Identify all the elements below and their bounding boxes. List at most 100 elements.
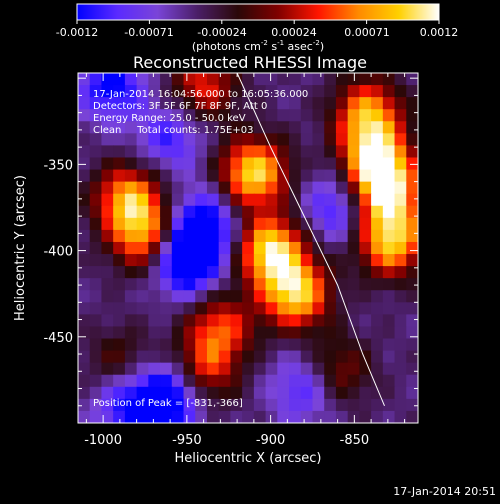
heatmap-cell: [230, 338, 243, 352]
heatmap-cell: [242, 205, 255, 219]
heatmap-cell: [171, 193, 185, 207]
heatmap-cell: [359, 326, 372, 340]
heatmap-cell: [101, 121, 114, 134]
heatmap-cell: [89, 278, 103, 291]
heatmap-cell: [136, 386, 149, 400]
heatmap-cell: [183, 85, 196, 98]
heatmap-cell: [382, 410, 396, 423]
heatmap-cell: [242, 73, 255, 86]
heatmap-cell: [136, 254, 149, 267]
heatmap-cell: [160, 254, 173, 267]
heatmap-cell: [359, 193, 372, 207]
heatmap-cell: [300, 145, 314, 159]
heatmap-cell: [253, 73, 267, 86]
heatmap-cell: [289, 374, 302, 388]
heatmap-cell: [406, 133, 418, 147]
heatmap-cell: [406, 278, 418, 291]
heatmap-cell: [277, 278, 290, 291]
heatmap-cell: [242, 109, 255, 122]
heatmap-cell: [347, 254, 360, 267]
heatmap-cell: [312, 169, 325, 183]
heatmap-cell: [324, 229, 337, 243]
heatmap-cell: [359, 73, 372, 86]
heatmap-cell: [148, 338, 161, 352]
heatmap-cell: [289, 266, 302, 279]
heatmap-cell: [242, 145, 255, 159]
heatmap-cell: [289, 193, 302, 207]
heatmap-cell: [242, 254, 255, 267]
heatmap-image: [78, 73, 418, 423]
heatmap-cell: [324, 217, 337, 231]
heatmap-cell: [230, 157, 243, 171]
heatmap-cell: [253, 85, 267, 98]
heatmap-cell: [359, 145, 372, 159]
heatmap-cell: [148, 109, 161, 122]
heatmap-cell: [347, 217, 360, 231]
heatmap-cell: [160, 326, 173, 340]
heatmap-cell: [359, 314, 372, 328]
heatmap-cell: [347, 157, 360, 171]
heatmap-cell: [335, 193, 349, 207]
heatmap-cell: [195, 169, 208, 183]
heatmap-cell: [335, 121, 349, 134]
heatmap-cell: [136, 85, 149, 98]
solar-limb-line: [236, 73, 385, 406]
heatmap-cell: [101, 73, 114, 86]
heatmap-cell: [160, 193, 173, 207]
heatmap-cell: [113, 386, 126, 400]
heatmap-cell: [148, 169, 161, 183]
heatmap-cell: [78, 73, 91, 86]
heatmap-cell: [78, 229, 91, 243]
heatmap-cell: [136, 181, 149, 195]
heatmap-cell: [206, 205, 220, 219]
heatmap-cell: [382, 326, 396, 340]
heatmap-cell: [277, 410, 290, 423]
heatmap-cell: [195, 229, 208, 243]
heatmap-cell: [347, 338, 360, 352]
heatmap-cell: [113, 109, 126, 122]
heatmap-cell: [160, 241, 173, 255]
heatmap-cell: [300, 169, 314, 183]
heatmap-cell: [101, 133, 114, 147]
heatmap-cell: [183, 145, 196, 159]
heatmap-cell: [289, 217, 302, 231]
heatmap-cell: [324, 302, 337, 315]
heatmap-cell: [183, 350, 196, 364]
heatmap-cell: [242, 290, 255, 303]
heatmap-cell: [277, 302, 290, 315]
heatmap-cell: [242, 374, 255, 388]
heatmap-cell: [335, 73, 349, 86]
heatmap-cell: [171, 326, 185, 340]
heatmap-cell: [300, 314, 314, 328]
heatmap-cell: [289, 386, 302, 400]
heatmap-cell: [300, 193, 314, 207]
heatmap-cell: [195, 97, 208, 110]
heatmap-cell: [242, 278, 255, 291]
heatmap-cell: [136, 374, 149, 388]
heatmap-cell: [277, 254, 290, 267]
heatmap-cell: [312, 109, 325, 122]
heatmap-cell: [124, 326, 138, 340]
heatmap-cell: [195, 217, 208, 231]
heatmap-cell: [253, 133, 267, 147]
x-tick-label: -950: [172, 433, 202, 448]
heatmap-cell: [171, 133, 185, 147]
heatmap-cell: [160, 181, 173, 195]
heatmap-cell: [183, 133, 196, 147]
colorbar-ticks: [76, 20, 440, 24]
heatmap-cell: [242, 85, 255, 98]
heatmap-cell: [253, 109, 267, 122]
heatmap-cell: [265, 109, 278, 122]
colorbar-tick-label: -0.00071: [124, 26, 173, 39]
heatmap-cell: [183, 302, 196, 315]
heatmap-cell: [89, 85, 103, 98]
heatmap-cell: [148, 314, 161, 328]
heatmap-cell: [300, 410, 314, 423]
heatmap-cell: [253, 362, 267, 376]
heatmap-cell: [113, 241, 126, 255]
heatmap-cell: [136, 350, 149, 364]
heatmap-cell: [183, 109, 196, 122]
heatmap-cell: [371, 350, 384, 364]
heatmap-cell: [218, 109, 232, 122]
heatmap-cell: [312, 85, 325, 98]
